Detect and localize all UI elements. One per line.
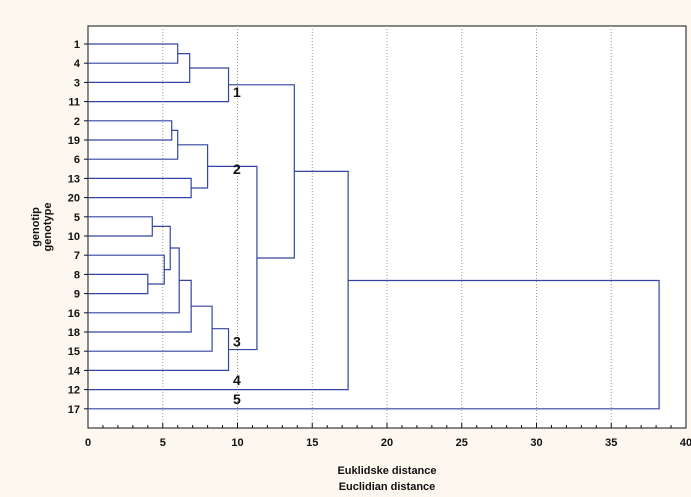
x-tick-label: 25 bbox=[456, 437, 468, 449]
cluster-labels: 1 2 3 4 5 bbox=[233, 84, 241, 407]
dendrogram-link bbox=[88, 279, 660, 410]
leaf-label: 11 bbox=[68, 97, 80, 109]
x-tick-label: 10 bbox=[231, 437, 243, 449]
x-axis-label-1: Euklidske distance bbox=[337, 465, 436, 477]
leaf-label: 4 bbox=[74, 58, 81, 70]
x-tick-label: 20 bbox=[381, 437, 393, 449]
x-tick-label: 15 bbox=[306, 437, 318, 449]
cluster-label: 2 bbox=[233, 161, 241, 177]
y-axis-label-1: genotip bbox=[30, 207, 42, 247]
cluster-label: 1 bbox=[233, 84, 241, 100]
cluster-label: 4 bbox=[233, 372, 241, 388]
leaf-label: 5 bbox=[74, 212, 80, 224]
leaf-label: 3 bbox=[74, 77, 80, 89]
leaf-label: 9 bbox=[74, 289, 80, 301]
leaf-label: 2 bbox=[74, 116, 80, 128]
dendrogram-links bbox=[88, 43, 660, 410]
leaf-label: 19 bbox=[68, 135, 80, 147]
cluster-label: 5 bbox=[233, 391, 241, 407]
x-tick-label: 35 bbox=[605, 437, 617, 449]
grid-lines bbox=[162, 26, 612, 428]
x-tick-label: 40 bbox=[680, 437, 691, 449]
x-tick-label: 5 bbox=[160, 437, 166, 449]
leaf-label: 15 bbox=[68, 346, 80, 358]
leaf-label: 10 bbox=[68, 231, 80, 243]
cluster-label: 3 bbox=[233, 334, 241, 350]
leaf-label: 20 bbox=[68, 193, 80, 205]
leaf-label: 14 bbox=[68, 365, 81, 377]
leaf-label: 1 bbox=[74, 39, 80, 51]
x-tick-label: 0 bbox=[85, 437, 91, 449]
axis-ticks: 0 5 10 15 20 25 30 35 40143112196132051078916181… bbox=[68, 39, 691, 449]
y-axis-label-2: genotype bbox=[42, 203, 54, 252]
leaf-label: 17 bbox=[68, 404, 80, 416]
x-axis-label-2: Euclidian distance bbox=[339, 481, 436, 493]
leaf-label: 7 bbox=[74, 250, 80, 262]
leaf-label: 12 bbox=[68, 385, 80, 397]
leaf-label: 6 bbox=[74, 154, 80, 166]
leaf-label: 8 bbox=[74, 269, 80, 281]
x-tick-label: 30 bbox=[530, 437, 542, 449]
leaf-label: 18 bbox=[68, 327, 80, 339]
leaf-label: 13 bbox=[68, 173, 80, 185]
leaf-label: 16 bbox=[68, 308, 80, 320]
